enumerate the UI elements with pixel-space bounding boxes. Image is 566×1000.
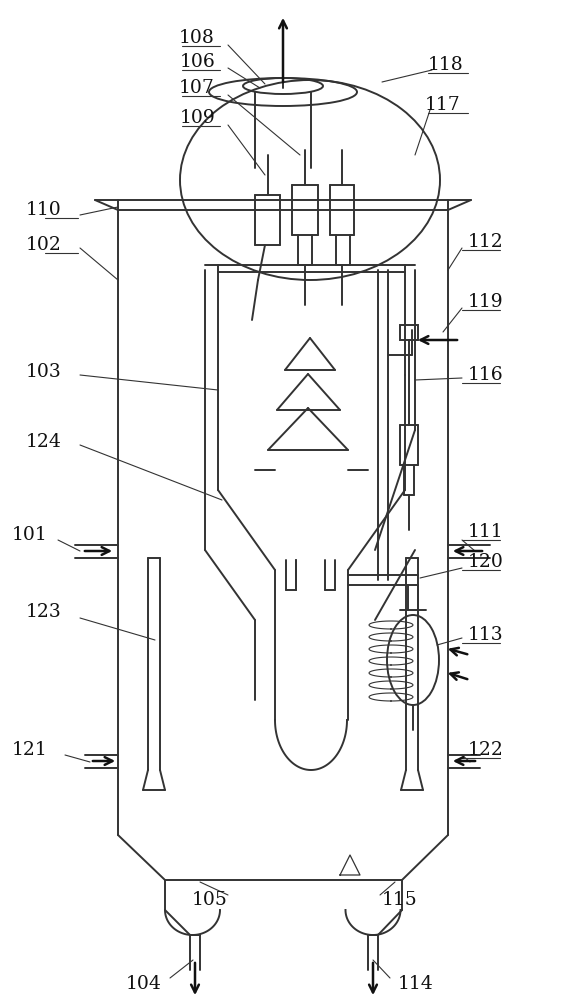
Text: 104: 104 <box>126 975 162 993</box>
Text: 112: 112 <box>468 233 504 251</box>
Text: 119: 119 <box>468 293 504 311</box>
Text: 122: 122 <box>468 741 504 759</box>
Text: 124: 124 <box>26 433 62 451</box>
Text: 117: 117 <box>425 96 461 114</box>
Text: 115: 115 <box>382 891 418 909</box>
Text: 120: 120 <box>468 553 504 571</box>
Text: 105: 105 <box>192 891 228 909</box>
Text: 109: 109 <box>179 109 215 127</box>
Text: 118: 118 <box>428 56 464 74</box>
Text: 121: 121 <box>12 741 48 759</box>
Bar <box>400 325 418 340</box>
Text: 110: 110 <box>26 201 62 219</box>
Text: 116: 116 <box>468 366 504 384</box>
Text: 106: 106 <box>179 53 215 71</box>
Text: 107: 107 <box>179 79 215 97</box>
Text: 123: 123 <box>26 603 62 621</box>
Text: 111: 111 <box>468 523 504 541</box>
Text: 113: 113 <box>468 626 504 644</box>
Text: 101: 101 <box>12 526 48 544</box>
Text: 108: 108 <box>179 29 215 47</box>
Text: 102: 102 <box>26 236 62 254</box>
Text: 114: 114 <box>398 975 434 993</box>
Text: 103: 103 <box>26 363 62 381</box>
